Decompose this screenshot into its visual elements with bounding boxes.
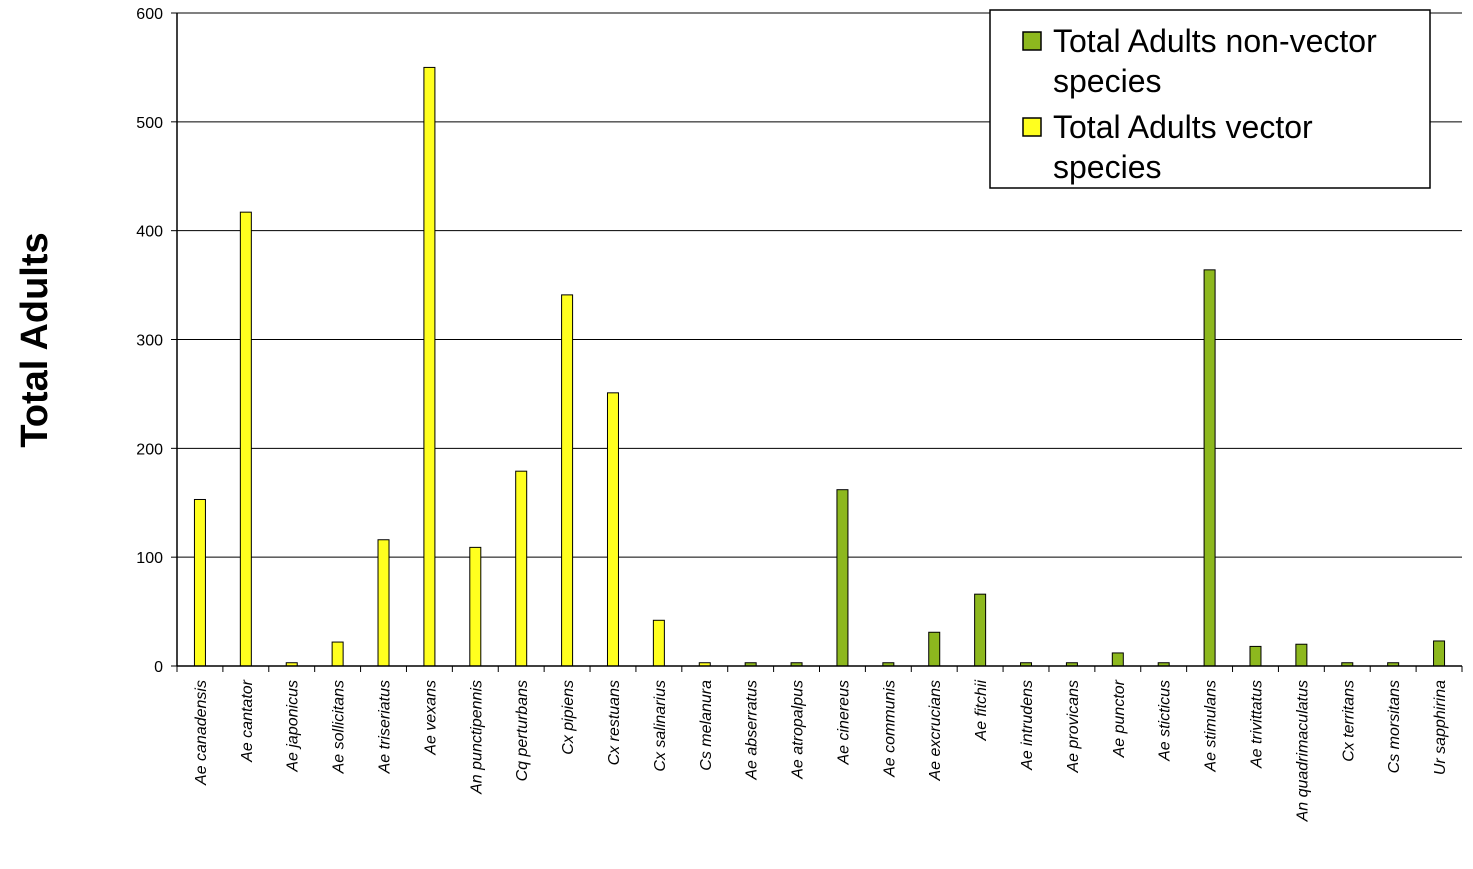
legend-box [989, 9, 1431, 189]
y-tick-label: 400 [136, 224, 163, 241]
bar-vector [331, 641, 344, 667]
x-tick-label: Ae provicans [1065, 680, 1082, 774]
legend-label: Total Adults vector [1053, 109, 1313, 145]
legend-label-cont: species [1053, 63, 1162, 99]
x-tick-label: Ae cinereus [835, 680, 852, 766]
bar-non-vector [1295, 643, 1308, 667]
legend-label: Total Adults non-vector [1053, 23, 1377, 59]
bar-vector [239, 211, 252, 667]
x-tick-label: Ae vexans [422, 680, 439, 756]
x-tick-label: Cq perturbans [514, 680, 531, 781]
bar-non-vector [974, 593, 987, 667]
bar-vector [515, 470, 528, 667]
x-tick-label: Ae sollicitans [331, 680, 348, 774]
x-tick-label: Ae stimulans [1203, 680, 1220, 773]
x-tick-label: Cx restuans [606, 680, 623, 765]
legend: Total Adults non-vector species Total Adul… [989, 9, 1431, 189]
x-tick-label: Cx pipiens [560, 680, 577, 755]
y-tick-label: 200 [136, 441, 163, 458]
x-tick-label: Cs morsitans [1386, 680, 1403, 773]
y-tick-label: 600 [136, 6, 163, 23]
bar-non-vector [928, 631, 941, 667]
y-axis-ticks: 0 100 200 300 400 500 600 [136, 6, 177, 676]
bar-non-vector [1203, 269, 1216, 667]
bar-non-vector [1433, 640, 1446, 667]
bar-vector [193, 498, 206, 667]
bar-vector [469, 546, 482, 667]
x-tick-label: Ur sapphirina [1432, 680, 1449, 775]
x-tick-label: An punctipennis [468, 680, 485, 795]
x-tick-label: Ae intrudens [1019, 680, 1036, 771]
bar-vector [606, 392, 619, 667]
y-tick-label: 100 [136, 550, 163, 567]
x-tick-label: Ae fitchii [973, 680, 990, 742]
bar-vector [423, 66, 436, 667]
x-tick-label: Ae trivittatus [1248, 680, 1265, 769]
x-tick-label: Cs melanura [698, 680, 715, 771]
bar-non-vector [1111, 652, 1124, 667]
bar-non-vector [836, 489, 849, 667]
y-tick-label: 500 [136, 115, 163, 132]
x-tick-label: Cx territans [1340, 680, 1357, 762]
x-tick-label: An quadrimaculatus [1294, 680, 1311, 822]
x-tick-label: Ae abserratus [744, 680, 761, 781]
x-tick-label: Ae communis [881, 680, 898, 778]
x-tick-label: Ae triseriatus [377, 680, 394, 774]
gridlines [177, 12, 1462, 558]
bar-vector [377, 539, 390, 667]
bar-vector [652, 619, 665, 667]
legend-label-cont: species [1053, 149, 1162, 185]
x-tick-label: Ae cantator [239, 679, 256, 763]
y-axis-label: Total Adults [14, 232, 56, 447]
bar-vector [561, 294, 574, 667]
x-tick-label: Ae excrucians [927, 680, 944, 782]
x-tick-label: Ae sticticus [1157, 680, 1174, 762]
legend-swatch [1022, 117, 1042, 137]
bar-non-vector [1249, 645, 1262, 667]
legend-swatch [1022, 31, 1042, 51]
x-tick-label: Ae japonicus [285, 680, 302, 773]
y-tick-label: 300 [136, 333, 163, 350]
y-tick-label: 0 [154, 659, 163, 676]
x-tick-label: Ae canadensis [193, 680, 210, 786]
x-axis-ticks: Ae canadensis Ae cantator Ae japonicus Ae s… [176, 666, 1463, 822]
x-tick-label: Ae punctor [1111, 679, 1128, 758]
x-tick-label: Cx salinarius [652, 680, 669, 772]
x-tick-label: Ae atropalpus [790, 680, 807, 780]
